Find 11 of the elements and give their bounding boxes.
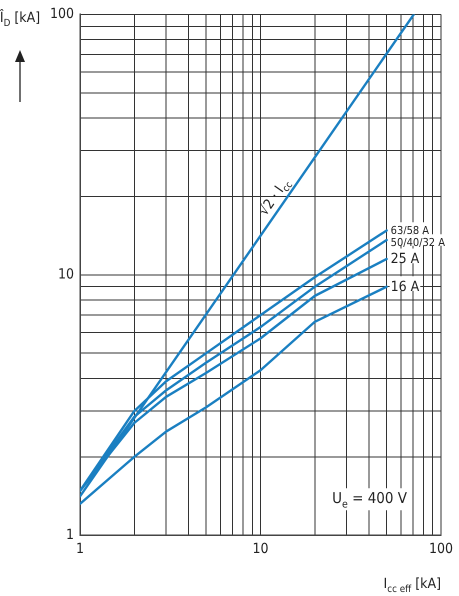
y-tick-label: 10 bbox=[58, 266, 74, 282]
series-label: 63/58 A bbox=[390, 224, 430, 237]
y-tick-label: 1 bbox=[66, 526, 74, 543]
text: √2 · Icc bbox=[256, 180, 296, 219]
series-label: 25 A bbox=[390, 251, 420, 268]
x-tick-label: 1 bbox=[76, 541, 84, 558]
y-tick-label: 100 bbox=[50, 6, 74, 22]
x-tick-label: 100 bbox=[428, 541, 454, 558]
series-label: 50/40/32 A bbox=[390, 236, 446, 249]
x-tick-label: 10 bbox=[252, 541, 269, 558]
series-label: 16 A bbox=[390, 278, 420, 295]
